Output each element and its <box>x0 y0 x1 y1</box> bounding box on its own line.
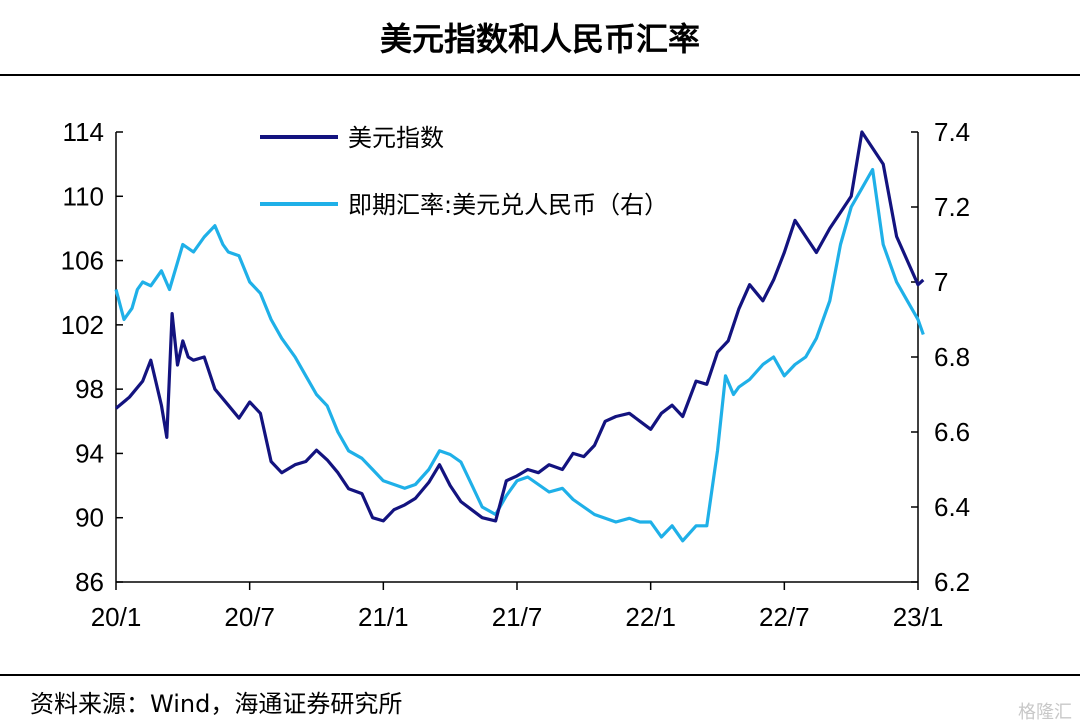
right-tick-label: 6.4 <box>934 492 970 522</box>
usdcny-spot-line <box>114 167 925 543</box>
watermark-logo: 格隆汇 <box>1018 702 1072 723</box>
right-tick-label: 6.6 <box>934 417 970 447</box>
series-group <box>114 130 925 543</box>
chart-title: 美元指数和人民币汇率 <box>379 20 700 58</box>
left-tick-label: 98 <box>75 374 104 404</box>
left-tick-label: 106 <box>61 246 104 276</box>
dollar-index-line <box>114 130 925 523</box>
x-tick-label: 23/1 <box>893 602 944 632</box>
x-tick-label: 20/7 <box>224 602 275 632</box>
right-tick-label: 6.8 <box>934 342 970 372</box>
legend-label: 即期汇率:美元兑人民币（右） <box>348 191 668 219</box>
left-tick-label: 102 <box>61 310 104 340</box>
top-rule <box>0 74 1080 76</box>
left-axis-ticks: 86 90 94 98 102 106 110 114 <box>61 117 123 597</box>
left-tick-label: 114 <box>63 117 104 147</box>
bottom-rule <box>0 674 1080 676</box>
legend-label: 美元指数 <box>348 124 444 152</box>
x-tick-label: 22/7 <box>759 602 810 632</box>
left-tick-label: 86 <box>75 567 104 597</box>
right-tick-label: 7.2 <box>934 192 970 222</box>
x-tick-label: 21/7 <box>492 602 543 632</box>
left-tick-label: 94 <box>75 438 104 468</box>
x-tick-label: 20/1 <box>91 602 142 632</box>
x-axis-ticks: 20/1 20/7 21/1 21/7 22/1 22/7 23/1 <box>91 582 944 632</box>
right-tick-label: 7 <box>934 267 948 297</box>
left-tick-label: 110 <box>63 181 104 211</box>
source-note: 资料来源：Wind，海通证券研究所 <box>30 690 403 718</box>
right-tick-label: 7.4 <box>934 117 970 147</box>
right-axis-ticks: 6.2 6.4 6.6 6.8 7 7.2 7.4 <box>911 117 970 597</box>
x-tick-label: 21/1 <box>358 602 409 632</box>
right-tick-label: 6.2 <box>934 567 970 597</box>
x-tick-label: 22/1 <box>625 602 676 632</box>
left-tick-label: 90 <box>75 503 104 533</box>
